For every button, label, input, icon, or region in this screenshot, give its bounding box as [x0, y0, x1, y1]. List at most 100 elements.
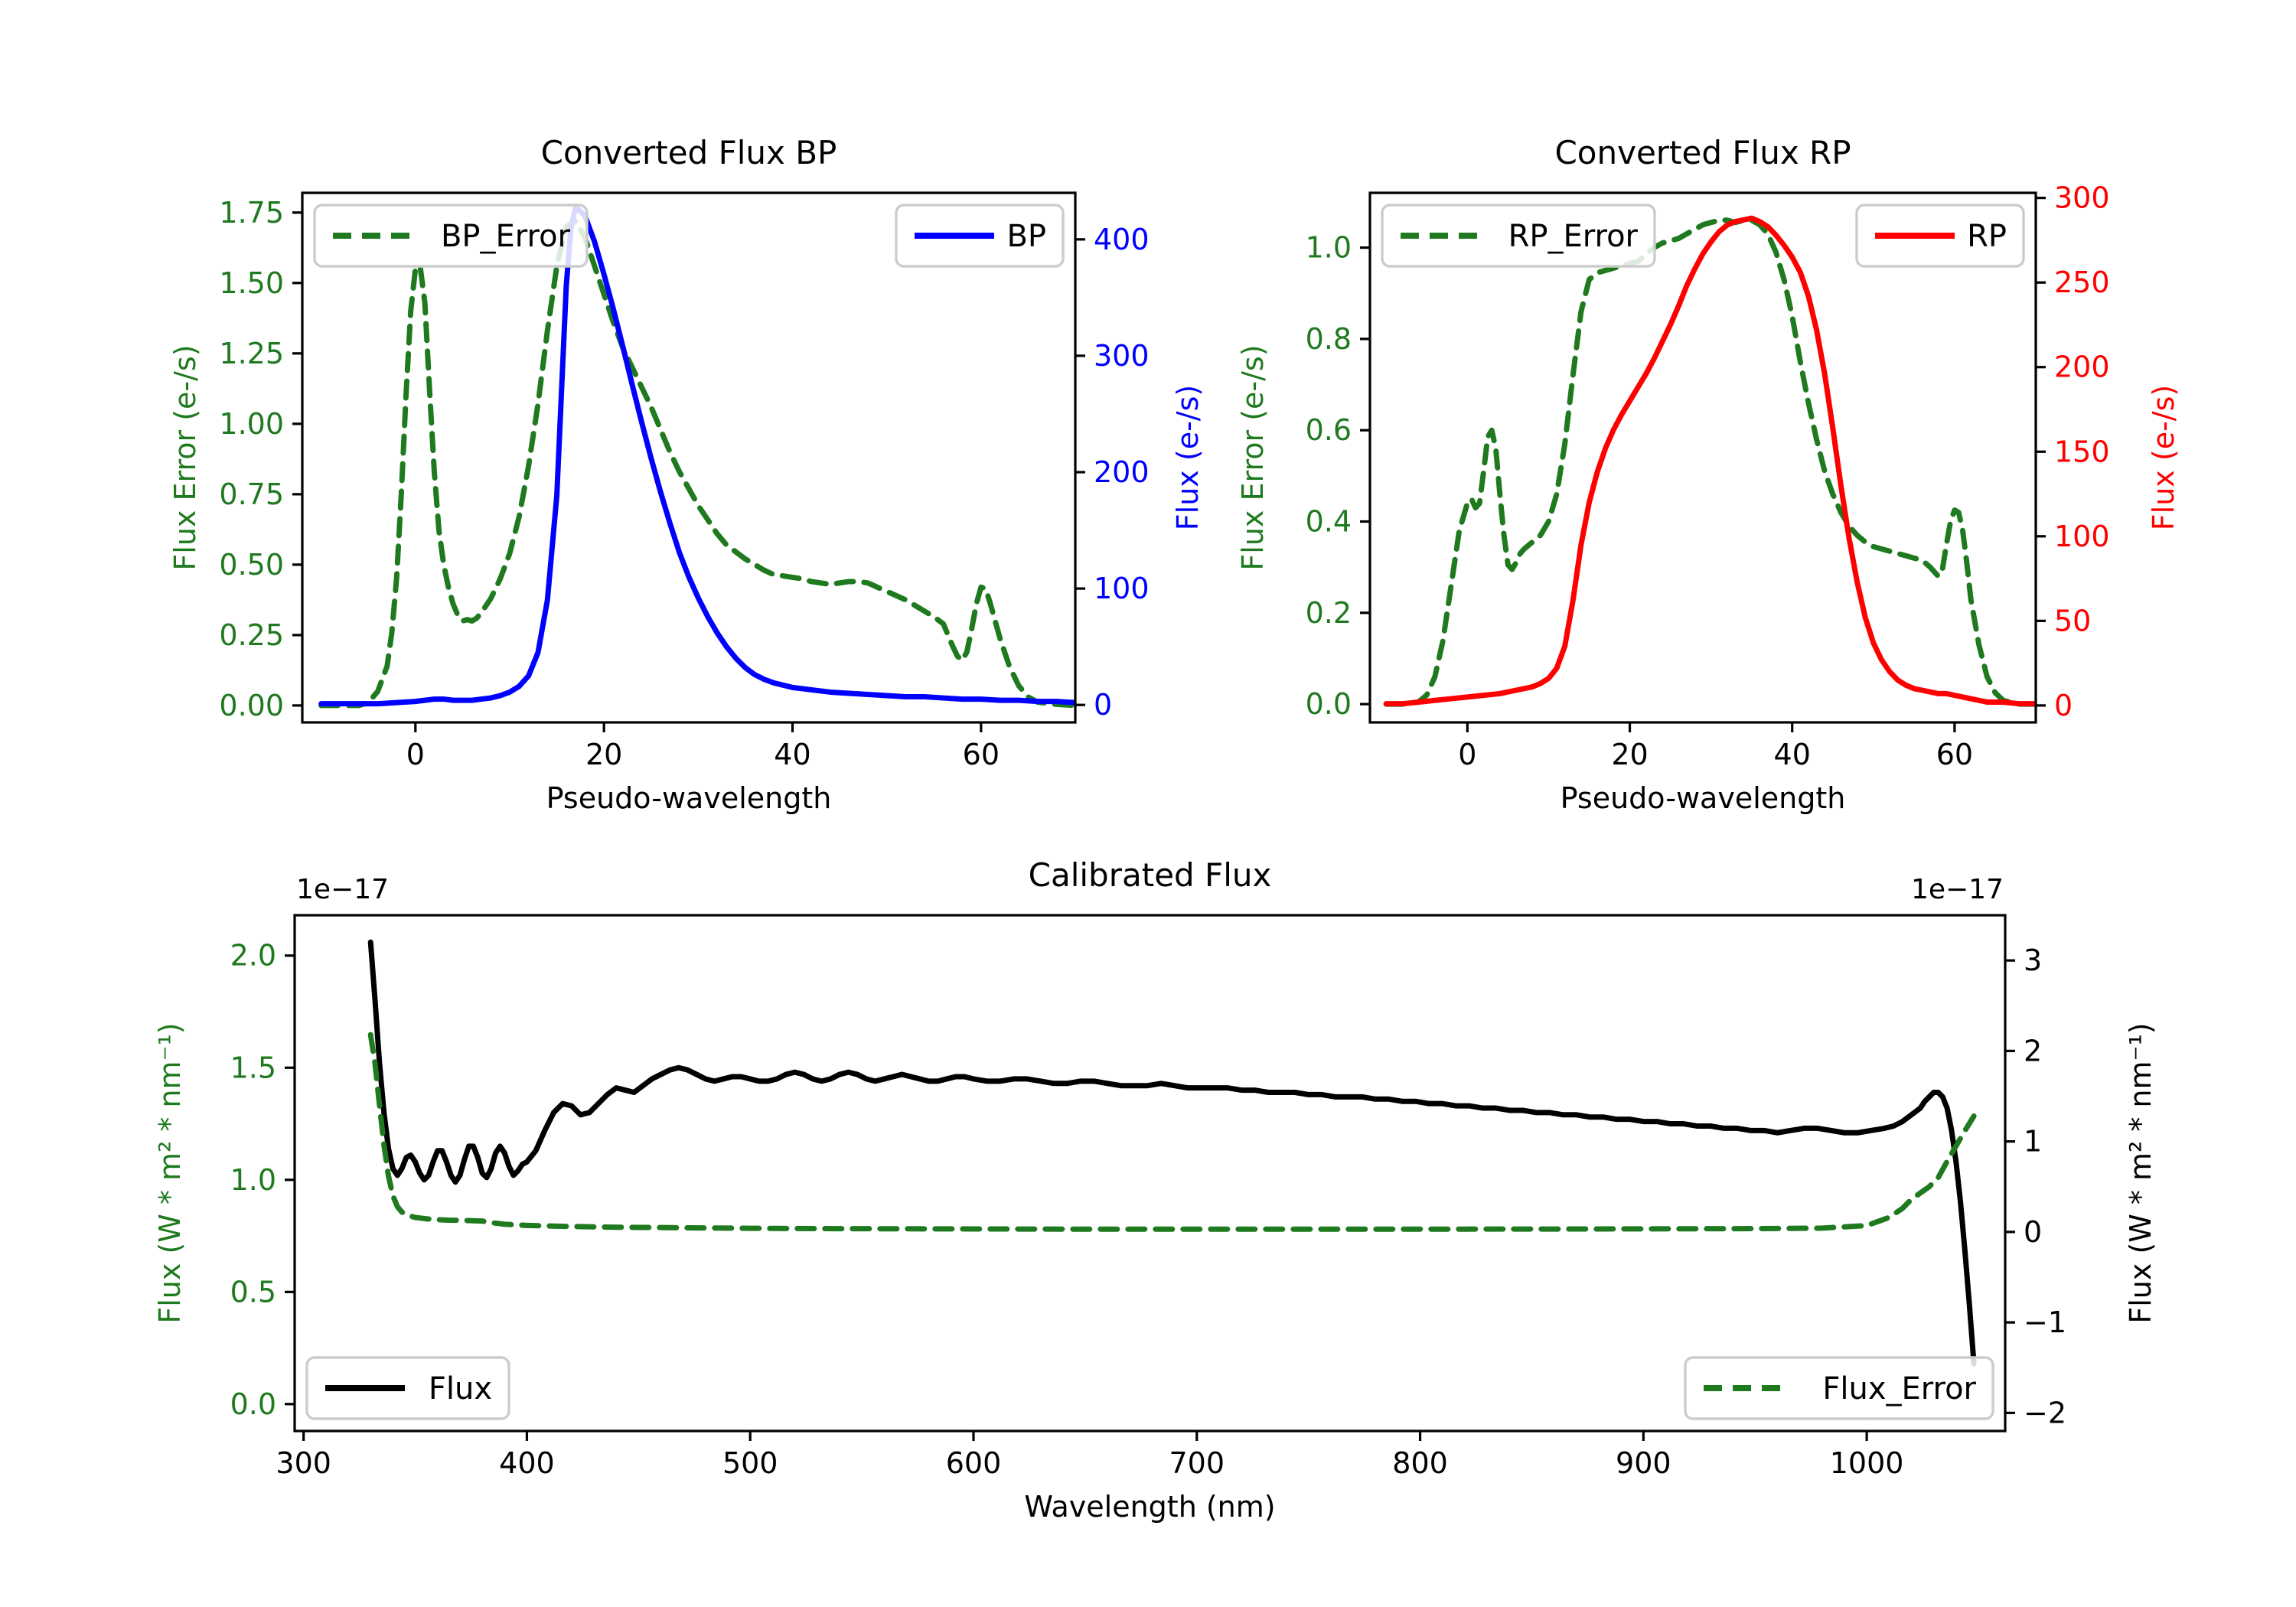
legend-box[interactable] [305, 1356, 510, 1420]
legend-label-bp_error: BP_Error [441, 219, 571, 254]
legend-rp_error[interactable]: RP_Error [1381, 204, 1656, 268]
plot-frame [301, 191, 1077, 724]
left-tick-label: 1.00 [219, 407, 284, 441]
x-tick-label: 0 [1458, 738, 1476, 771]
curve-bp_error [318, 218, 1075, 709]
legend-label-rp_error: RP_Error [1508, 219, 1639, 254]
left-tick-label: 0.6 [1306, 413, 1352, 447]
right-tick-label: 300 [2054, 181, 2110, 215]
left-tick-label: 0.4 [1306, 505, 1352, 539]
curves [318, 204, 1075, 709]
left-tick-label: 1.5 [230, 1051, 276, 1084]
left-tick-label: 0.50 [219, 548, 284, 582]
right-axis: −2 −1 0 1 2 3 Flux (W * m² * nm⁻¹) [2005, 944, 2157, 1429]
legend-box[interactable] [1684, 1356, 1994, 1420]
x-tick-label: 60 [963, 738, 1000, 771]
left-axis-offset-text: 1e−17 [296, 874, 389, 905]
x-tick-label: 60 [1936, 738, 1973, 771]
right-tick-label: 100 [2054, 520, 2110, 553]
right-tick-label: 300 [1094, 339, 1150, 373]
right-axis-label: Flux (e-/s) [1171, 385, 1205, 530]
panel-converted-flux-rp: Converted Flux RP 0.0 0.2 0.4 0.6 0.8 1.0 Flux … [1236, 134, 2180, 815]
left-tick-label: 0.75 [219, 478, 284, 511]
panel-calibrated-flux: Calibrated Flux 1e−17 1e−17 0.0 0.5 1.0 1.5 2.0… [153, 856, 2157, 1524]
x-tick-label: 800 [1392, 1446, 1448, 1480]
x-axis-label: Pseudo-wavelength [1561, 781, 1846, 815]
x-tick-label: 500 [722, 1446, 778, 1480]
right-tick-label: −2 [2024, 1396, 2066, 1429]
x-tick-label: 900 [1616, 1446, 1671, 1480]
curve-rp_error [1383, 217, 2036, 707]
x-tick-label: 0 [406, 738, 425, 771]
left-tick-label: 2.0 [230, 939, 276, 973]
left-tick-label: 0.5 [230, 1275, 276, 1309]
legend-bp_error[interactable]: BP_Error [313, 204, 589, 268]
panel-title: Converted Flux BP [541, 134, 837, 171]
x-axis: 300 400 500 600 700 800 900 1000 Wavelength (nm) [276, 1431, 1903, 1524]
right-tick-label: 1 [2024, 1125, 2042, 1159]
left-axis-label: Flux Error (e-/s) [168, 344, 202, 570]
panel-converted-flux-bp: Converted Flux BP 0.00 0.25 0.50 0.75 1.00 1.2… [168, 134, 1205, 815]
left-axis: 0.0 0.2 0.4 0.6 0.8 1.0 Flux Error (e-/s) [1236, 231, 1370, 721]
right-tick-label: 100 [1094, 572, 1150, 605]
curve-bp [318, 204, 1075, 707]
legend-box[interactable] [313, 204, 589, 268]
right-tick-label: 200 [2054, 350, 2110, 384]
legend-label-bp: BP [1006, 219, 1046, 254]
legend-flux[interactable]: Flux [305, 1356, 510, 1420]
right-tick-label: 0 [2024, 1215, 2042, 1249]
right-tick-label: 0 [2054, 689, 2073, 722]
right-axis-offset-text: 1e−17 [1911, 874, 2004, 905]
curve-rp [1383, 215, 2036, 707]
legend-label-flux: Flux [429, 1371, 492, 1407]
legend-box[interactable] [1381, 204, 1656, 268]
left-tick-label: 1.75 [219, 196, 284, 230]
x-axis-label: Pseudo-wavelength [546, 781, 832, 815]
legend-label-rp: RP [1967, 219, 2007, 254]
right-tick-label: 250 [2054, 266, 2110, 299]
x-tick-label: 700 [1169, 1446, 1225, 1480]
plot-frame [293, 914, 2007, 1433]
right-tick-label: 2 [2024, 1034, 2042, 1068]
left-tick-label: 1.25 [219, 337, 284, 370]
legend-label-flux_error: Flux_Error [1822, 1371, 1976, 1407]
left-tick-label: 0.8 [1306, 322, 1352, 356]
curves [1383, 215, 2036, 707]
left-tick-label: 0.0 [1306, 687, 1352, 721]
x-axis-label: Wavelength (nm) [1024, 1490, 1275, 1524]
left-axis: 0.0 0.5 1.0 1.5 2.0 Flux (W * m² * nm⁻¹) [153, 939, 295, 1421]
right-tick-label: 150 [2054, 435, 2110, 468]
x-tick-label: 400 [499, 1446, 555, 1480]
right-tick-label: 400 [1094, 223, 1150, 256]
right-axis: 0 50 100 150 200 250 300 Flux (e-/s) [2036, 181, 2180, 722]
right-tick-label: 0 [1094, 688, 1112, 722]
right-tick-label: −1 [2024, 1305, 2066, 1339]
right-axis-label: Flux (e-/s) [2147, 385, 2180, 530]
right-tick-label: 50 [2054, 604, 2091, 637]
legend-rp[interactable]: RP [1855, 204, 2025, 268]
left-tick-label: 0.2 [1306, 596, 1352, 630]
x-tick-label: 40 [1774, 738, 1811, 771]
curve-flux_error [367, 1032, 1977, 1232]
left-axis: 0.00 0.25 0.50 0.75 1.00 1.25 1.50 1.75 Flux Err… [168, 196, 302, 722]
legend-flux_error[interactable]: Flux_Error [1684, 1356, 1994, 1420]
x-tick-label: 1000 [1830, 1446, 1904, 1480]
left-tick-label: 1.50 [219, 266, 284, 300]
right-axis: 0 100 200 300 400 Flux (e-/s) [1075, 223, 1205, 722]
x-tick-label: 40 [774, 738, 810, 771]
x-tick-label: 300 [276, 1446, 331, 1480]
curves [367, 939, 1977, 1367]
left-tick-label: 1.0 [230, 1163, 276, 1197]
plot-frame [1368, 191, 2037, 724]
x-tick-label: 600 [946, 1446, 1002, 1480]
curve-flux [367, 939, 1977, 1367]
legend-bp[interactable]: BP [895, 204, 1065, 268]
left-axis-label: Flux Error (e-/s) [1236, 344, 1270, 570]
panel-title: Calibrated Flux [1029, 856, 1272, 894]
left-tick-label: 0.0 [230, 1387, 276, 1421]
left-tick-label: 0.00 [219, 689, 284, 722]
x-axis: 0 20 40 60 Pseudo-wavelength [406, 722, 1000, 815]
left-axis-label: Flux (W * m² * nm⁻¹) [153, 1022, 187, 1323]
right-tick-label: 3 [2024, 944, 2042, 977]
